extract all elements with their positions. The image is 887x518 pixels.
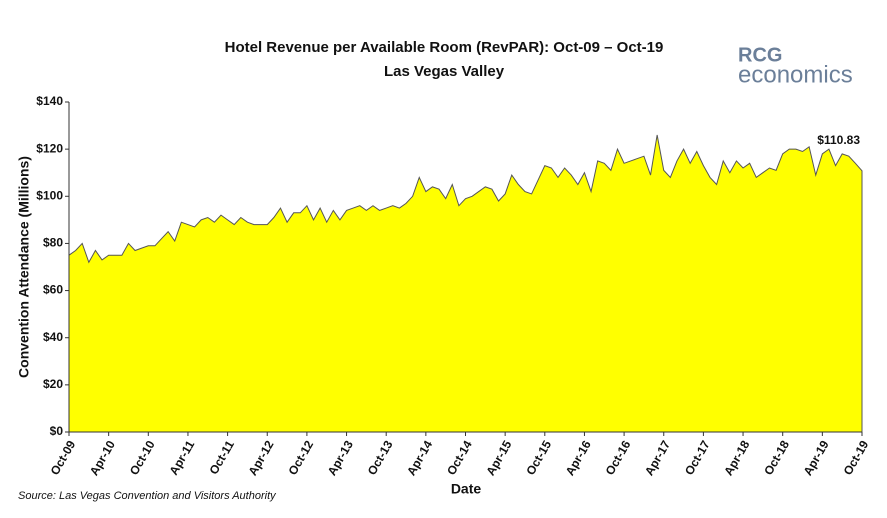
x-tick-label: Oct-14 bbox=[444, 438, 475, 478]
x-tick-label: Apr-11 bbox=[166, 438, 197, 478]
y-tick-label: $40 bbox=[43, 330, 63, 344]
logo-bottom: economics bbox=[738, 61, 853, 88]
area bbox=[68, 134, 863, 433]
x-tick-label: Apr-10 bbox=[87, 438, 118, 478]
x-tick-label: Oct-18 bbox=[761, 438, 792, 478]
y-tick-label: $60 bbox=[43, 283, 63, 297]
x-tick-label: Apr-14 bbox=[404, 438, 435, 478]
y-tick-label: $120 bbox=[36, 141, 63, 155]
y-tick-label: $20 bbox=[43, 377, 63, 391]
x-tick-label: Apr-18 bbox=[721, 438, 752, 478]
y-tick-label: $0 bbox=[50, 424, 64, 438]
x-tick-label: Apr-17 bbox=[642, 438, 673, 478]
logo-top: RCG bbox=[738, 44, 782, 66]
x-tick-label: Apr-16 bbox=[563, 438, 594, 478]
x-tick-label: Oct-19 bbox=[841, 438, 872, 478]
x-tick-label: Oct-16 bbox=[603, 438, 634, 478]
x-tick-label: Oct-13 bbox=[365, 438, 396, 478]
x-tick-label: Oct-10 bbox=[127, 438, 158, 478]
x-axis-label: Date bbox=[451, 481, 482, 497]
y-tick-label: $80 bbox=[43, 236, 63, 250]
x-tick-label: Oct-11 bbox=[206, 438, 237, 477]
value-label: $110.83 bbox=[817, 133, 860, 147]
chart-subtitle: Las Vegas Valley bbox=[384, 63, 505, 80]
x-tick-label: Oct-15 bbox=[523, 438, 554, 478]
x-tick-label: Oct-12 bbox=[285, 438, 316, 478]
source-note: Source: Las Vegas Convention and Visitor… bbox=[18, 490, 277, 502]
x-tick-label: Apr-15 bbox=[483, 438, 514, 478]
y-axis-label: Convention Attendance (Millions) bbox=[16, 156, 32, 378]
x-tick-label: Oct-17 bbox=[682, 438, 713, 478]
y-tick-label: $100 bbox=[36, 188, 63, 202]
x-tick-label: Oct-09 bbox=[48, 438, 79, 478]
chart-title: Hotel Revenue per Available Room (RevPAR… bbox=[225, 39, 664, 56]
x-tick-label: Apr-13 bbox=[325, 438, 356, 478]
x-tick-label: Apr-12 bbox=[245, 438, 276, 478]
y-tick-label: $140 bbox=[36, 94, 63, 108]
x-tick-label: Apr-19 bbox=[801, 438, 832, 478]
